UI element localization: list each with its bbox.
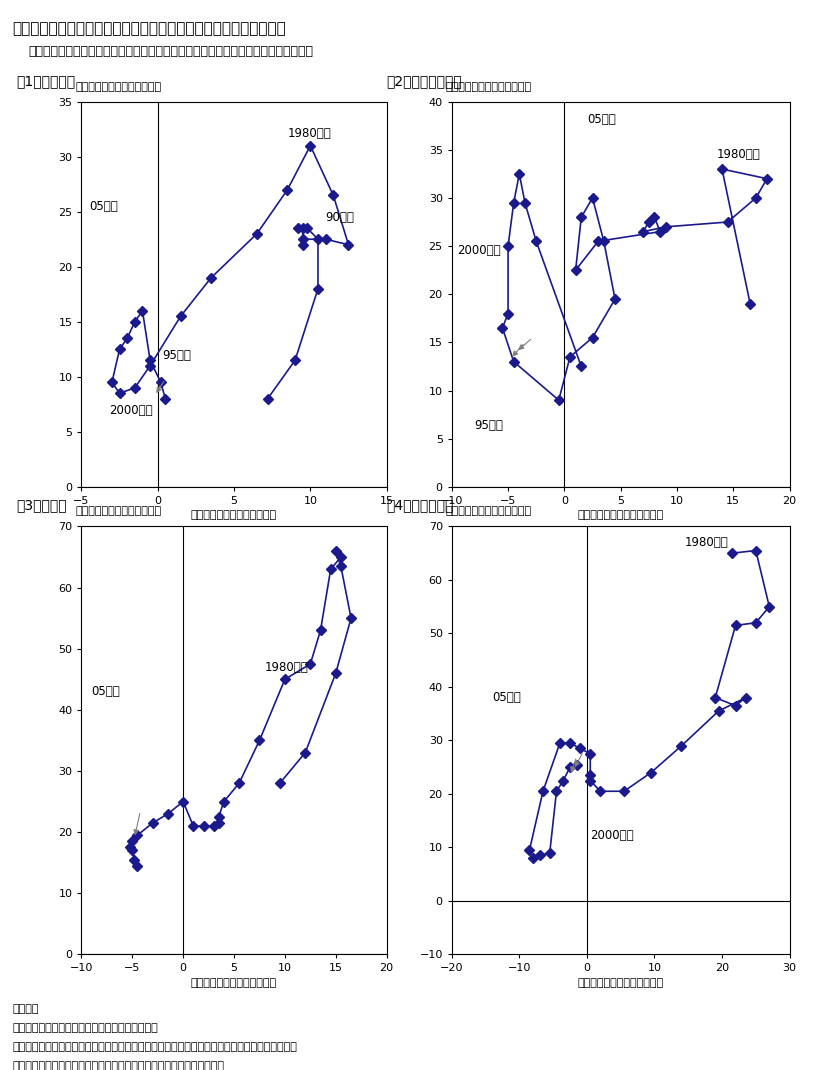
Text: 1980年度: 1980年度 — [685, 536, 729, 549]
Text: （有形固定資産利潤率、％）: （有形固定資産利潤率、％） — [445, 506, 532, 516]
Text: 1980年度: 1980年度 — [265, 660, 309, 674]
X-axis label: （有形固定資産増減率、％）: （有形固定資産増減率、％） — [578, 978, 663, 988]
Text: 05年度: 05年度 — [91, 685, 120, 698]
Text: （1）　全産業: （1） 全産業 — [16, 74, 76, 88]
X-axis label: （有形固定資産増減率、％）: （有形固定資産増減率、％） — [191, 510, 277, 520]
Text: 全産業では有形固定資産利潤率は改善傾向にあるものの、有形固定資産は減少傾向: 全産業では有形固定資産利潤率は改善傾向にあるものの、有形固定資産は減少傾向 — [28, 45, 313, 58]
Text: １．　財務省「法人企業統計年報」により作成。: １． 財務省「法人企業統計年報」により作成。 — [12, 1023, 158, 1033]
Text: 05年度: 05年度 — [89, 200, 118, 213]
Text: （4）　電気機械: （4） 電気機械 — [387, 499, 454, 513]
Text: 1980年度: 1980年度 — [716, 148, 760, 162]
Text: （3）　建設: （3） 建設 — [16, 499, 67, 513]
X-axis label: （有形固定資産増減率、％）: （有形固定資産増減率、％） — [191, 978, 277, 988]
Text: 2000年度: 2000年度 — [590, 828, 634, 842]
Text: ３．　２００４年度以降は、電気機械に情報通信機械を加算している。: ３． ２００４年度以降は、電気機械に情報通信機械を加算している。 — [12, 1061, 224, 1070]
Text: （有形固定資産利潤率、％）: （有形固定資産利潤率、％） — [75, 506, 161, 516]
Text: （有形固定資産利潤率、％）: （有形固定資産利潤率、％） — [75, 82, 161, 92]
Text: 95年度: 95年度 — [475, 419, 503, 432]
X-axis label: （有形固定資産増減率、％）: （有形固定資産増減率、％） — [578, 510, 663, 520]
Text: 2000年度: 2000年度 — [109, 404, 152, 417]
Text: 95年度: 95年度 — [162, 349, 191, 363]
Text: 90年度: 90年度 — [326, 211, 354, 224]
Text: 05年度: 05年度 — [492, 691, 521, 704]
Text: 05年度: 05年度 — [587, 112, 615, 125]
Text: 1980年度: 1980年度 — [287, 127, 331, 140]
Text: 2000年度: 2000年度 — [457, 244, 501, 258]
Text: ２．　有形固定資産利潤率＝営業利益／有形固定資産（除く土地・建設仮勘定）期首期末平均。: ２． 有形固定資産利潤率＝営業利益／有形固定資産（除く土地・建設仮勘定）期首期末… — [12, 1042, 297, 1052]
Text: 第２－２－３図　有形固定資産利潤率と有形固定資産増減率の推移: 第２－２－３図 有形固定資産利潤率と有形固定資産増減率の推移 — [12, 21, 286, 36]
Text: （備考）: （備考） — [12, 1004, 39, 1013]
Text: （有形固定資産利潤率、％）: （有形固定資産利潤率、％） — [445, 82, 532, 92]
Text: （2）　輸送用機械: （2） 輸送用機械 — [387, 74, 462, 88]
